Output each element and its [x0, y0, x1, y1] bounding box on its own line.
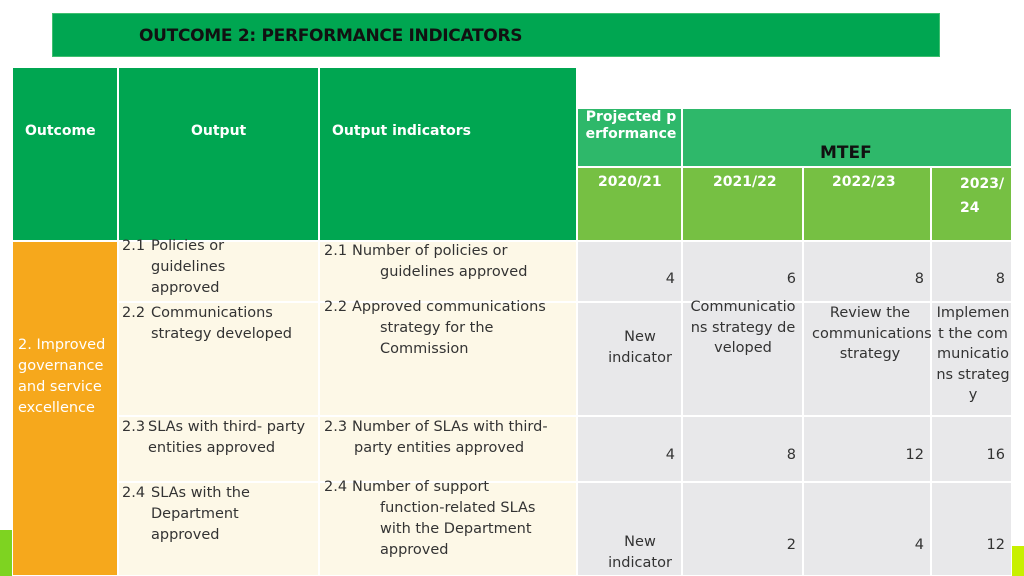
header-mtef: MTEF [682, 108, 1012, 167]
header-output-indicators: Output indicators [319, 67, 577, 241]
value-2023: 12 [986, 537, 1005, 553]
page-title: OUTCOME 2: PERFORMANCE INDICATORS [139, 26, 523, 46]
header-year-2022: 2022/23 [803, 167, 931, 241]
value-cell: 12 [931, 482, 1012, 576]
year-2020-label: 2020/21 [598, 174, 662, 190]
year-2022-label: 2022/23 [832, 174, 896, 190]
value-cell: 8 [803, 241, 931, 302]
table-row: 2.2 Approved communications strategy for… [319, 299, 577, 416]
output-number: 2.3 [122, 419, 146, 435]
indicator-text: Number of policies or guidelines approve… [352, 243, 528, 280]
indicator-text: Number of support function-related SLAs … [352, 479, 536, 558]
value-2023: Implement the communications strategy [936, 305, 1010, 403]
output-text: SLAs with third- party entities approved [148, 419, 306, 456]
value-cell: Communications strategy developed [682, 299, 803, 416]
table-row: 2.2 Communications strategy developed [118, 302, 319, 416]
output-number: 2.2 [122, 305, 146, 321]
value-2022: 12 [905, 447, 924, 463]
value-cell: 4 [577, 416, 682, 482]
value-cell: Implement the communications strategy [931, 302, 1012, 416]
value-2021: 6 [786, 271, 796, 287]
value-2022: 4 [914, 537, 924, 553]
output-text: Communications strategy developed [151, 305, 292, 342]
value-cell: 12 [803, 416, 931, 482]
value-2020: 4 [665, 447, 675, 463]
header-outcome-label: Outcome [25, 123, 96, 139]
value-2021: 2 [786, 537, 796, 553]
output-text: Policies or guidelines approved [151, 238, 226, 296]
value-2023: 8 [995, 271, 1005, 287]
value-2020: 4 [665, 271, 675, 287]
year-2023-label: 2023/24 [960, 176, 1005, 216]
header-output-indicators-label: Output indicators [332, 123, 471, 139]
value-2022: Review the communications strategy [812, 305, 932, 362]
value-cell: 8 [931, 241, 1012, 302]
value-cell: New indicator [577, 302, 682, 416]
indicator-number: 2.1 [324, 243, 348, 259]
decorative-strip-left [0, 530, 12, 576]
value-2020: New indicator [608, 534, 672, 571]
value-cell: 2 [682, 482, 803, 576]
output-number: 2.4 [122, 485, 146, 501]
indicator-number: 2.3 [324, 419, 348, 435]
value-2020: New indicator [608, 329, 672, 366]
value-2022: 8 [914, 271, 924, 287]
header-mtef-label: MTEF [820, 143, 872, 163]
outcome-cell: 2. Improved governance and service excel… [12, 241, 118, 576]
table-row: 2.1 Number of policies or guidelines app… [319, 241, 577, 302]
header-output-label: Output [191, 123, 247, 139]
indicator-number: 2.2 [324, 299, 348, 315]
value-cell: Review the communications strategy [803, 302, 932, 416]
value-cell: 6 [682, 241, 803, 302]
header-year-2020: 2020/21 [577, 167, 682, 241]
header-outcome: Outcome [12, 67, 118, 241]
indicator-number: 2.4 [324, 479, 348, 495]
year-2021-label: 2021/22 [713, 174, 777, 190]
value-cell: 4 [803, 482, 931, 576]
table-row: 2.1 Policies or guidelines approved [118, 238, 319, 302]
header-projected: Projected performance [577, 108, 682, 167]
outcome-text: 2. Improved governance and service excel… [18, 337, 106, 416]
value-cell: 4 [577, 241, 682, 302]
header-projected-label: Projected performance [585, 109, 677, 142]
table-row: 2.3 SLAs with third- party entities appr… [118, 416, 319, 482]
output-number: 2.1 [122, 238, 146, 254]
header-year-2023: 2023/24 [931, 167, 1012, 241]
title-banner: OUTCOME 2: PERFORMANCE INDICATORS [52, 13, 940, 57]
header-output: Output [118, 67, 319, 241]
value-2023: 16 [986, 447, 1005, 463]
output-text: SLAs with the Department approved [151, 485, 250, 543]
value-2021: 8 [786, 447, 796, 463]
indicator-text: Approved communications strategy for the… [352, 299, 546, 357]
value-2021: Communications strategy developed [690, 299, 796, 356]
value-cell: New indicator [577, 482, 682, 576]
table-row: 2.3 Number of SLAs with third- party ent… [319, 416, 577, 482]
decorative-strip-right [1012, 546, 1024, 576]
indicator-text: Number of SLAs with third- party entitie… [352, 419, 548, 456]
table-row: 2.4 SLAs with the Department approved [118, 482, 319, 576]
value-cell: 8 [682, 416, 803, 482]
value-cell: 16 [931, 416, 1012, 482]
table-row: 2.4 Number of support function-related S… [319, 479, 577, 576]
header-year-2021: 2021/22 [682, 167, 803, 241]
